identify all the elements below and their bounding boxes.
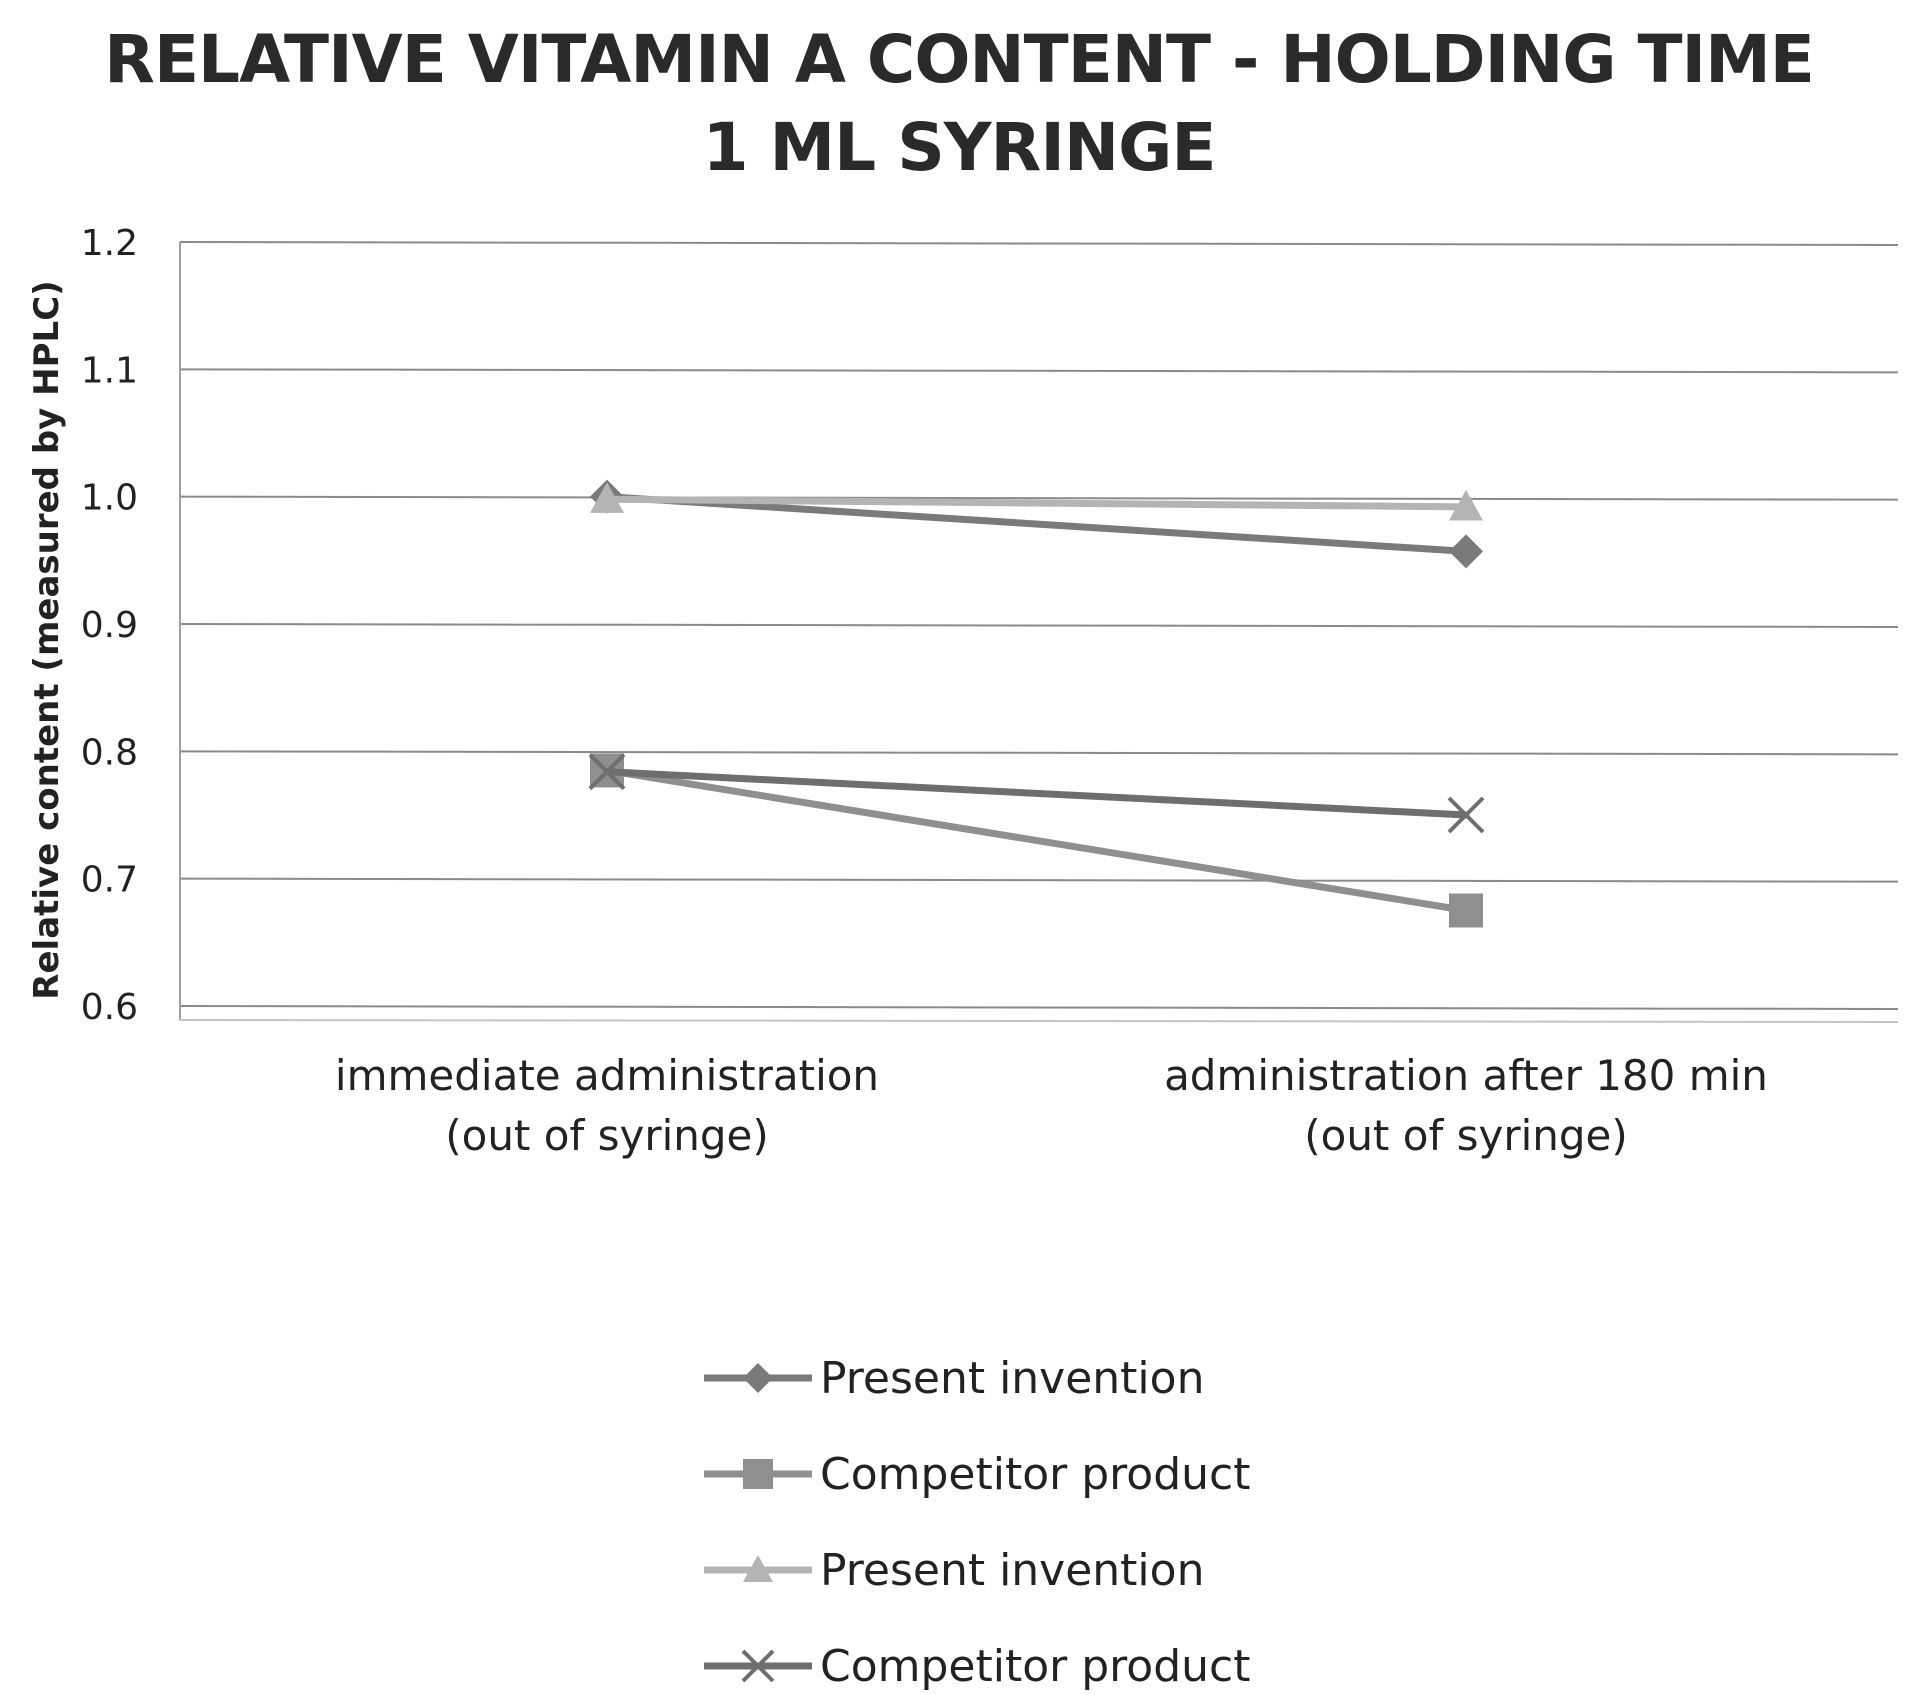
x-marker-stroke [588, 753, 626, 791]
diamond-marker [743, 1363, 773, 1393]
y-tick-label: 1.1 [81, 350, 138, 391]
gridline [179, 368, 1899, 374]
diamond-marker [1449, 534, 1483, 569]
y-tick-labels: 0.6 0.7 0.8 0.9 1.0 1.1 1.2 [81, 223, 138, 1028]
x-marker [588, 753, 626, 791]
series-1 [590, 479, 1483, 569]
gridline [179, 1005, 1899, 1010]
axes [179, 242, 1899, 1023]
x-marker [741, 1649, 775, 1683]
legend-label: Present invention [820, 1353, 1204, 1404]
series-4 [588, 753, 1485, 834]
y-tick-label: 0.6 [81, 987, 138, 1028]
chart-title-line-1: RELATIVE VITAMIN A CONTENT - HOLDING TIM… [104, 21, 1815, 98]
x-marker [1447, 796, 1485, 834]
grid-lines [179, 241, 1899, 1010]
x-category-label: administration after 180 min [1164, 1051, 1768, 1100]
x-marker-stroke [1447, 796, 1485, 834]
square-marker [1449, 893, 1483, 928]
x-category-label: (out of syringe) [1304, 1111, 1628, 1160]
gridline [179, 241, 1899, 246]
triangle-marker [1449, 489, 1483, 521]
triangle-marker [743, 1555, 773, 1582]
y-tick-label: 0.8 [81, 732, 138, 773]
legend-item: Competitor product [704, 1641, 1250, 1692]
x-category-label: immediate administration [335, 1051, 879, 1100]
gridline [179, 495, 1899, 501]
gridline [179, 750, 1899, 756]
triangle-marker [590, 482, 624, 513]
chart-title-line-2: 1 ML SYRINGE [702, 109, 1217, 186]
y-tick-label: 1.0 [81, 478, 138, 519]
legend-label: Competitor product [820, 1641, 1250, 1692]
gridline [179, 623, 1899, 628]
legend: Present invention Competitor product Prese… [704, 1353, 1250, 1692]
legend-label: Competitor product [820, 1449, 1250, 1500]
square-marker [743, 1459, 773, 1489]
y-tick-label: 0.7 [81, 860, 138, 901]
y-tick-label: 0.9 [81, 605, 138, 646]
series-line [603, 766, 1470, 914]
x-category-labels: immediate administration (out of syringe)… [335, 1051, 1768, 1160]
legend-label: Present invention [820, 1545, 1204, 1596]
series-line [603, 768, 1470, 819]
series-line [603, 495, 1470, 511]
x-category-label: (out of syringe) [445, 1111, 769, 1160]
x-axis-line [179, 1019, 1899, 1023]
gridline [179, 877, 1899, 883]
y-tick-label: 1.2 [81, 223, 138, 264]
series-line [603, 493, 1470, 555]
series-lines [588, 479, 1485, 928]
legend-item: Competitor product [704, 1449, 1250, 1500]
y-axis-title: Relative content (measured by HPLC) [27, 280, 67, 999]
legend-item: Present invention [704, 1353, 1204, 1404]
legend-item: Present invention [704, 1545, 1204, 1596]
x-marker-stroke [741, 1649, 775, 1683]
series-3 [590, 482, 1483, 521]
